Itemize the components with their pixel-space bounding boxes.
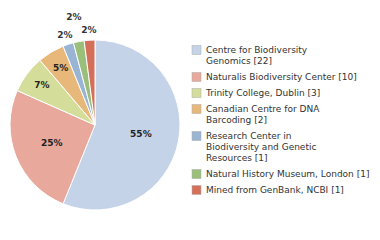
legend: Centre for BiodiversityGenomics [22] Natu… <box>192 45 369 195</box>
legend-label: Research Center inBiodiversity and Genet… <box>206 131 316 163</box>
data-label: 2% <box>57 30 72 40</box>
slices <box>10 40 180 210</box>
data-label: 2% <box>81 25 96 35</box>
slice-labels: 55%25%7%5%2%2%2% <box>34 12 151 148</box>
legend-label: Canadian Centre for DNABarcoding [2] <box>206 104 320 125</box>
data-label: 25% <box>41 138 63 148</box>
chart-svg: 55%25%7%5%2%2%2%Centre for BiodiversityG… <box>0 0 380 240</box>
legend-swatch <box>192 105 201 114</box>
legend-label: Trinity College, Dublin [3] <box>205 88 320 98</box>
legend-label: Naturalis Biodiversity Center [10] <box>206 72 357 82</box>
legend-label: Mined from GenBank, NCBI [1] <box>206 185 344 195</box>
legend-label: Natural History Museum, London [1] <box>206 169 369 179</box>
legend-swatch <box>192 132 201 141</box>
data-label: 55% <box>130 129 152 139</box>
legend-label: Centre for BiodiversityGenomics [22] <box>206 45 308 66</box>
pie-slice <box>84 40 95 125</box>
legend-swatch <box>192 170 201 179</box>
data-label: 2% <box>66 12 81 22</box>
chart-container: 55%25%7%5%2%2%2%Centre for BiodiversityG… <box>0 0 380 240</box>
pie-slice <box>73 41 95 125</box>
data-label: 7% <box>34 80 49 90</box>
legend-swatch <box>192 186 201 195</box>
legend-swatch <box>192 73 201 82</box>
legend-swatch <box>192 89 201 98</box>
legend-swatch <box>192 46 201 55</box>
data-label: 5% <box>53 63 68 73</box>
